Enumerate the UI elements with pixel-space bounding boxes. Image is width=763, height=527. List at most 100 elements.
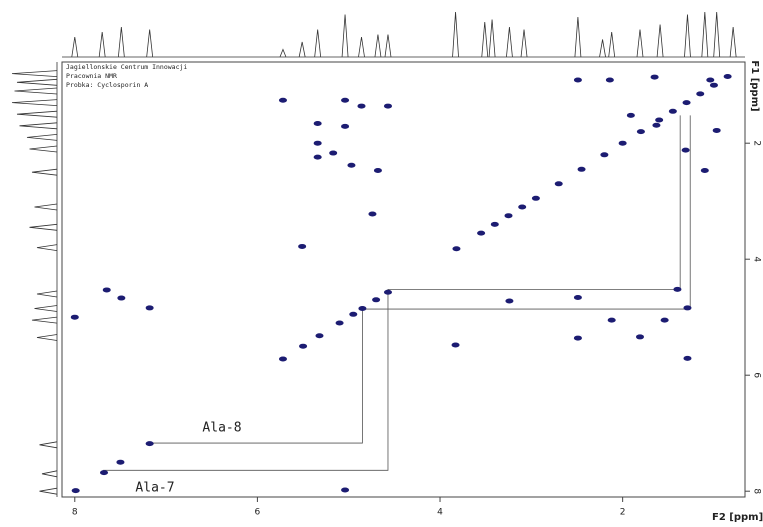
cross-peak <box>315 333 323 338</box>
cross-peak <box>384 104 392 109</box>
cross-peak <box>713 128 721 133</box>
cross-peak <box>608 318 616 323</box>
projection-peak <box>72 37 78 57</box>
cross-peak <box>384 290 392 295</box>
cross-peak <box>724 74 732 79</box>
cross-peak <box>600 152 608 157</box>
cross-peak <box>627 113 635 118</box>
projection-peak <box>600 40 606 58</box>
cross-peak <box>696 91 704 96</box>
projection-peak <box>37 335 57 341</box>
projection-peak <box>42 471 57 477</box>
cross-peak <box>651 75 659 80</box>
projection-peak <box>489 20 495 58</box>
cross-peak <box>683 305 691 310</box>
cross-peak <box>146 305 154 310</box>
cross-peak <box>673 287 681 292</box>
projection-peak <box>35 306 58 312</box>
projection-peak <box>521 30 527 58</box>
projection-peak <box>299 42 305 57</box>
cross-peak <box>706 77 714 82</box>
projection-peak <box>280 50 286 58</box>
projection-peak <box>17 79 57 85</box>
projection-peak <box>657 25 663 58</box>
x-tick-label: 6 <box>255 508 261 518</box>
cross-peak <box>619 141 627 146</box>
projection-peak <box>32 169 57 175</box>
y-tick-label: 8 <box>752 488 762 494</box>
cross-peak <box>574 336 582 341</box>
cross-peak <box>72 488 80 493</box>
projection-peak <box>32 317 57 323</box>
projection-peak <box>30 146 58 152</box>
cross-peak <box>341 98 349 103</box>
cross-peak <box>683 100 691 105</box>
cross-peak <box>341 488 349 493</box>
header-line: Jagiellonskie Centrum Innowacji <box>66 63 187 71</box>
header-line: Probka: Cyclosporin A <box>66 81 148 89</box>
header-line: Pracownia NMR <box>66 72 117 80</box>
cross-peak <box>358 306 366 311</box>
projection-peak <box>118 27 124 57</box>
cross-peak <box>116 460 124 465</box>
projection-peak <box>27 134 57 140</box>
x-tick-label: 2 <box>620 508 626 518</box>
cross-peak <box>682 148 690 153</box>
cross-peak <box>574 77 582 82</box>
cross-peak <box>279 98 287 103</box>
projection-peak <box>315 30 321 58</box>
cross-peak <box>314 121 322 126</box>
projection-peak <box>575 17 581 57</box>
projection-peak <box>40 488 58 494</box>
cross-peak <box>452 246 460 251</box>
projection-peak <box>17 111 57 117</box>
projection-peak <box>453 12 459 57</box>
cross-peak <box>710 83 718 88</box>
cross-peak <box>341 124 349 129</box>
cross-peak <box>491 222 499 227</box>
cross-peak <box>555 181 563 186</box>
cross-peak <box>100 470 108 475</box>
chart: Jagiellonskie Centrum Innowacji Pracowni… <box>0 0 763 527</box>
projection-peak <box>30 224 58 230</box>
projection-peak <box>12 100 57 106</box>
cross-peak <box>578 167 586 172</box>
y-tick-label: 4 <box>752 256 762 262</box>
projection-peak <box>37 245 57 251</box>
cross-peak <box>477 231 485 236</box>
page: Jagiellonskie Centrum Innowacji Pracowni… <box>0 0 763 527</box>
cross-peak <box>347 163 355 168</box>
projection-peak <box>702 12 708 57</box>
projection-peak <box>358 37 364 57</box>
projection-peak <box>35 204 58 210</box>
assignment-label: Ala-8 <box>202 421 241 436</box>
cross-peak <box>103 287 111 292</box>
projection-peak <box>714 12 720 57</box>
cross-peak <box>669 109 677 114</box>
cross-peak <box>655 118 663 123</box>
cross-peak <box>314 155 322 160</box>
cross-peak <box>452 343 460 348</box>
projection-peak <box>342 15 348 58</box>
cross-peak <box>372 297 380 302</box>
assignment-line <box>150 115 691 443</box>
cross-peak <box>374 168 382 173</box>
cross-peak <box>279 356 287 361</box>
cross-peak <box>636 334 644 339</box>
projection-peak <box>482 22 488 57</box>
cross-peak <box>368 211 376 216</box>
projection-peak <box>147 30 153 58</box>
cross-peak <box>661 318 669 323</box>
projection-peak <box>12 71 57 77</box>
cross-peak <box>336 321 344 326</box>
y-tick-label: 6 <box>752 372 762 378</box>
projection-peak <box>15 88 58 94</box>
cross-peak <box>505 213 513 218</box>
cross-peak <box>357 104 365 109</box>
cross-peak <box>683 356 691 361</box>
cross-peak <box>606 77 614 82</box>
cross-peak <box>652 123 660 128</box>
cross-peak <box>349 312 357 317</box>
cross-peak <box>298 244 306 249</box>
projection-peak <box>99 32 105 57</box>
